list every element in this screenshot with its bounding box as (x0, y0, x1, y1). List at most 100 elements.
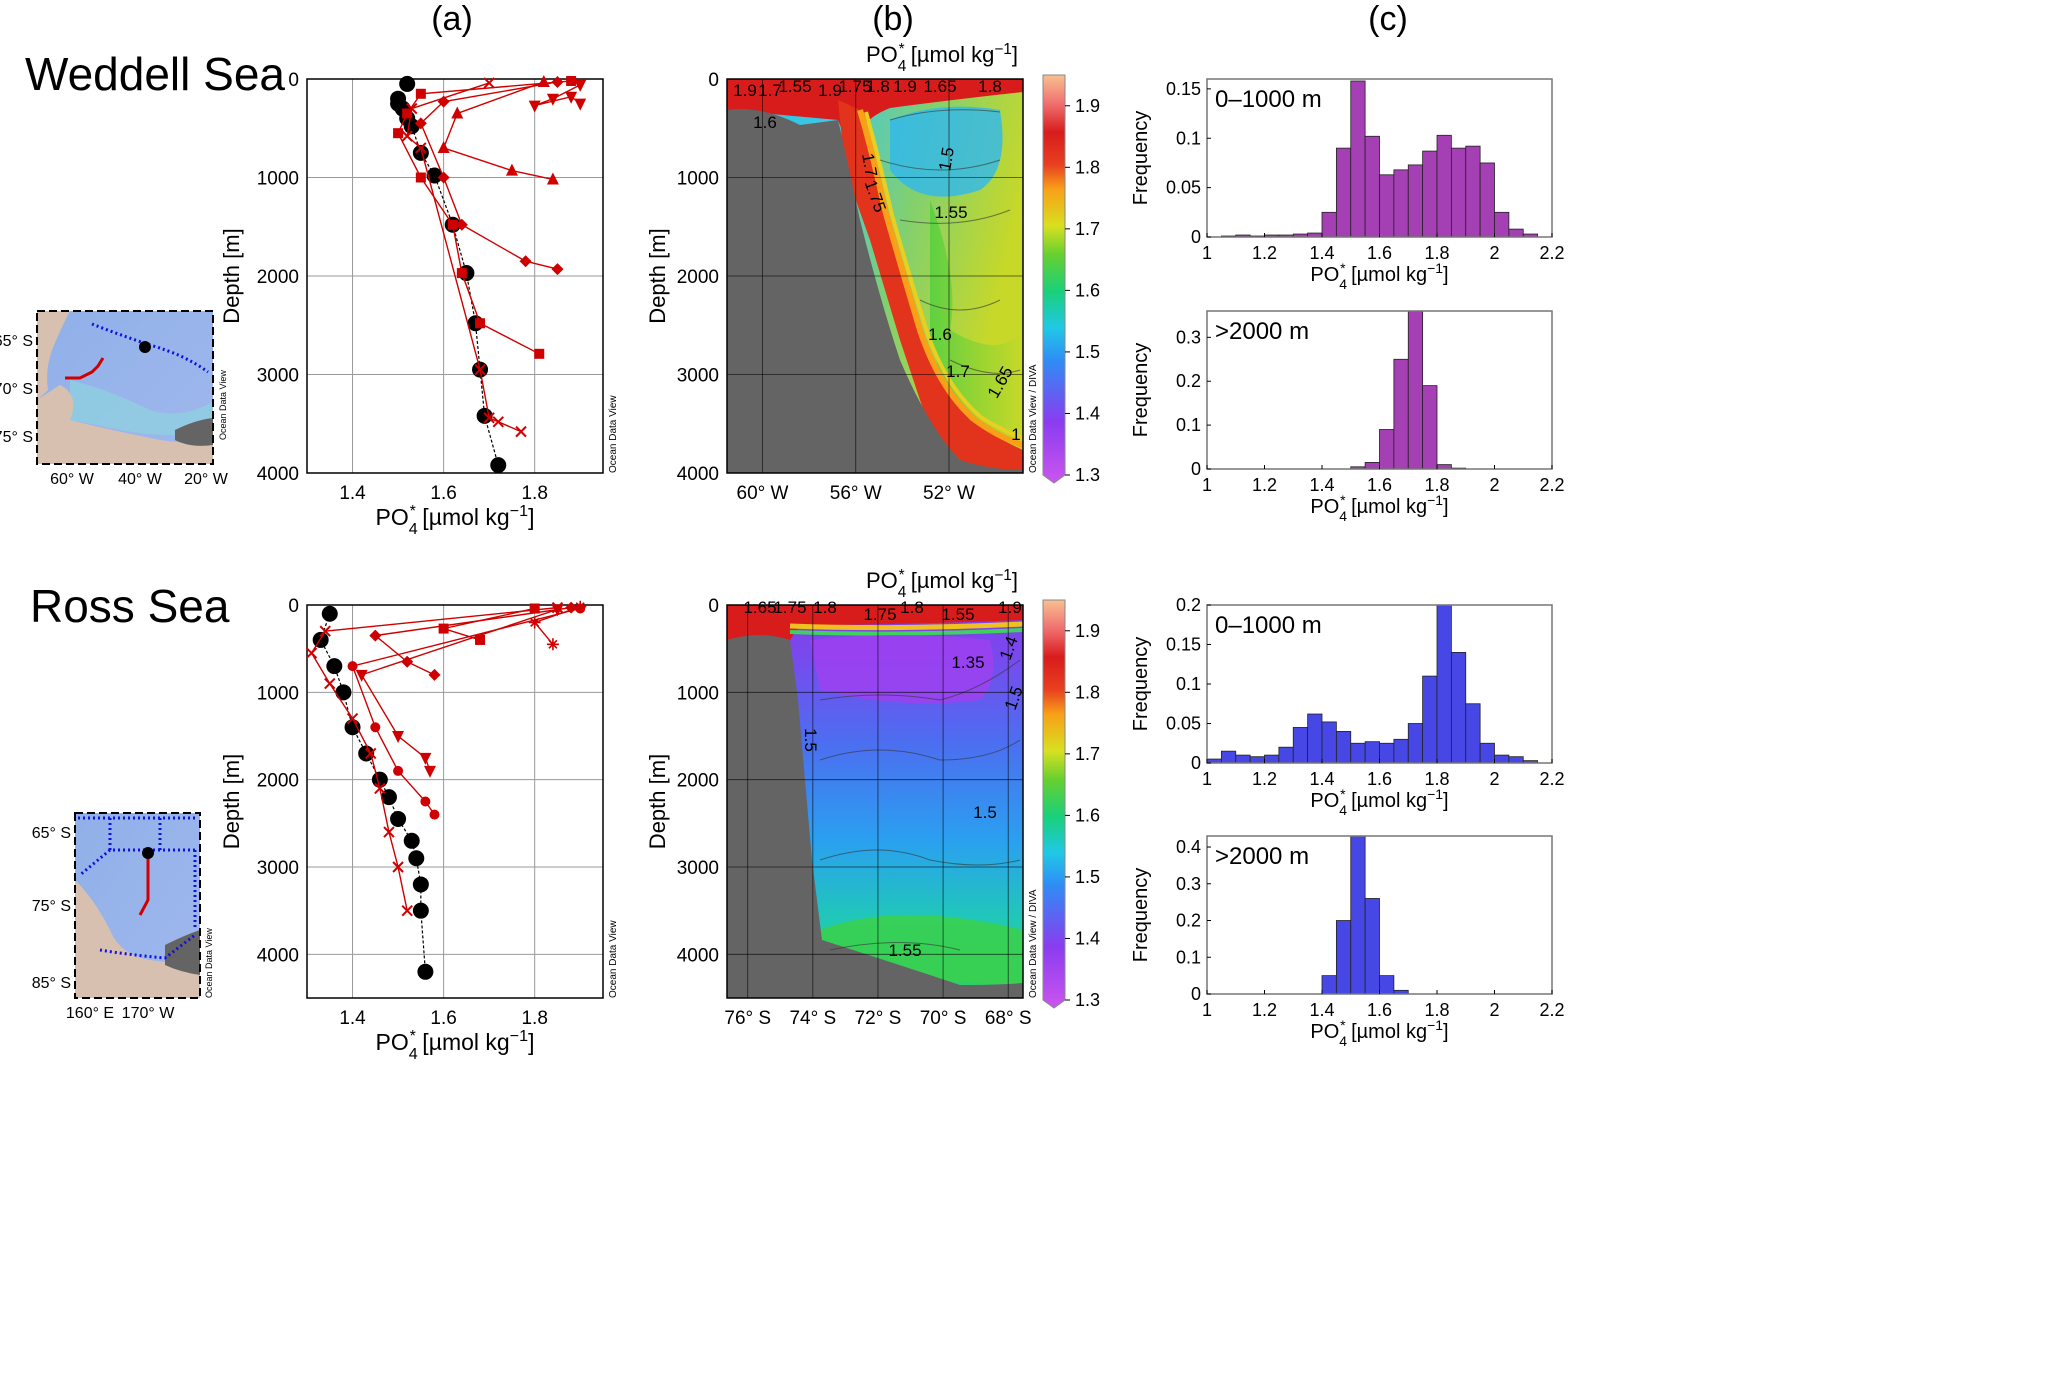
map-lon-label: 20° W (184, 471, 229, 488)
y-tick-label: 2000 (677, 267, 719, 288)
ross-histogram-shallow: 1 1.2 1.4 1.6 1.8 2 2.2 0 0.05 0.1 0.15 0.2 0–1000 m… (1130, 595, 1565, 818)
data-point (426, 167, 443, 184)
weddell-histogram-shallow: 1 1.2 1.4 1.6 1.8 2 2.2 0 0.05 0.1 0.15 0–1000 m PO4… (1130, 78, 1565, 292)
map-lon-label: 60° W (50, 471, 95, 488)
contour-label: 1.7 (758, 81, 782, 100)
y-tick-label: 0.15 (1166, 635, 1201, 655)
contour-label: 1.55 (778, 77, 811, 96)
x-axis-label: PO4* [µmol kg−1] (376, 1027, 535, 1063)
weddell-histogram-deep: 1 1.2 1.4 1.6 1.8 2 2.2 0 0.1 0.2 0.3 >2000 m PO4* [… (1130, 310, 1565, 524)
histogram-bar (1335, 920, 1352, 995)
y-axis-label: Frequency (1130, 637, 1152, 732)
y-tick-label: 0.05 (1166, 178, 1201, 198)
weddell-map-station (139, 341, 151, 353)
weddell-map-land-east (175, 418, 213, 446)
section-title: PO4* [µmol kg−1] (866, 41, 1018, 75)
x-axis-label: PO4* [µmol kg−1] (1310, 260, 1448, 292)
y-tick-label: 0 (1191, 984, 1201, 1004)
ross-profile-panel: 1.4 1.6 1.8 0 1000 2000 3000 4000 PO4* [µmol kg−… (219, 596, 619, 1063)
histogram-bar (1393, 169, 1409, 238)
contour-label: 1.9 (733, 81, 757, 100)
column-label-b: (b) (872, 0, 914, 38)
plot-frame (306, 604, 604, 999)
contour-label: 1.5 (973, 803, 997, 822)
contour-label: 1.75 (863, 605, 896, 624)
contour-label: 1.9 (998, 598, 1022, 617)
data-point (574, 98, 587, 111)
colorbar-tick-label: 1.8 (1075, 157, 1100, 177)
ross-map-credit: Ocean Data View (204, 928, 214, 998)
colorbar-tick-label: 1.9 (1075, 96, 1100, 116)
y-tick-label: 0.3 (1176, 327, 1201, 347)
y-axis-label: Depth [m] (219, 228, 244, 323)
data-point (551, 75, 564, 88)
x-tick-label: 60° W (737, 483, 789, 504)
data-point (515, 425, 527, 438)
histogram-bar (1379, 975, 1395, 995)
x-tick-label: 1 (1202, 243, 1212, 263)
x-tick-label: 52° W (923, 483, 975, 504)
data-point (429, 809, 440, 820)
data-point (401, 130, 413, 142)
data-point (371, 771, 388, 788)
y-tick-label: 2000 (257, 267, 299, 288)
odv-credit: Ocean Data View (608, 395, 619, 473)
data-point (305, 647, 318, 659)
histogram-bar (1407, 164, 1424, 238)
x-tick-label: 2 (1489, 243, 1499, 263)
data-point (528, 616, 541, 629)
histogram-bar (1465, 145, 1481, 238)
contour-label: 1.8 (866, 77, 890, 96)
y-tick-label: 0.1 (1176, 128, 1201, 148)
x-tick-label: 1 (1202, 769, 1212, 789)
x-tick-label: 1.6 (430, 483, 456, 504)
y-tick-label: 3000 (677, 366, 719, 387)
row-title-weddell: Weddell Sea (25, 48, 285, 100)
y-tick-label: 4000 (677, 945, 719, 966)
data-point (393, 765, 404, 776)
weddell-section-slope-front (838, 100, 1023, 470)
histogram-bar (1436, 604, 1452, 764)
colorbar-ramp (1042, 599, 1066, 1009)
data-point (415, 172, 426, 183)
ross-section-axes: 0 1000 2000 3000 4000 76° S 74° S 72° S 70° S 68°… (645, 567, 1039, 1030)
data-point (390, 810, 407, 827)
plot-frame (306, 78, 604, 474)
depth-range-annotation: 0–1000 m (1215, 612, 1322, 639)
colorbar-ramp (1042, 74, 1066, 484)
y-tick-label: 0 (708, 70, 719, 91)
depth-range-annotation: >2000 m (1215, 843, 1309, 870)
data-point (437, 171, 450, 184)
ross-section-frame (726, 604, 1024, 999)
ross-map-frame (74, 812, 201, 999)
histogram-bar (1264, 754, 1280, 764)
data-point (412, 876, 429, 893)
x-tick-label: 1.4 (339, 483, 366, 504)
contour-label: 1.65 (743, 598, 776, 617)
data-point (528, 100, 541, 113)
histogram-bar (1235, 754, 1251, 764)
y-tick-label: 2000 (677, 771, 719, 792)
x-tick-label: 56° W (830, 483, 882, 504)
histogram-bar (1422, 385, 1438, 470)
x-tick-label: 1.8 (1424, 769, 1449, 789)
data-point (428, 668, 441, 681)
y-tick-label: 0.4 (1176, 837, 1201, 857)
weddell-map-track-red (65, 357, 105, 380)
map-lon-label: 160° E (66, 1005, 114, 1022)
y-tick-label: 1000 (257, 683, 299, 704)
x-tick-label: 2.2 (1539, 475, 1564, 495)
map-lat-label: 75° S (32, 898, 71, 915)
ross-section-violet-core (810, 635, 994, 704)
histogram-bar (1249, 756, 1265, 764)
histogram-bar (1422, 675, 1438, 764)
histogram-bar (1508, 756, 1524, 764)
histogram-bar (1379, 174, 1395, 238)
x-tick-label: 1.2 (1252, 475, 1277, 495)
colorbar-tick-label: 1.8 (1075, 682, 1100, 702)
ross-map-track-red (138, 850, 150, 916)
contour-label: 1.55 (888, 941, 921, 960)
section-title: PO4* [µmol kg−1] (866, 567, 1018, 601)
ross-histogram-deep: 1 1.2 1.4 1.6 1.8 2 2.2 0 0.1 0.2 0.3 0.4 >2000 m PO4… (1130, 835, 1565, 1049)
